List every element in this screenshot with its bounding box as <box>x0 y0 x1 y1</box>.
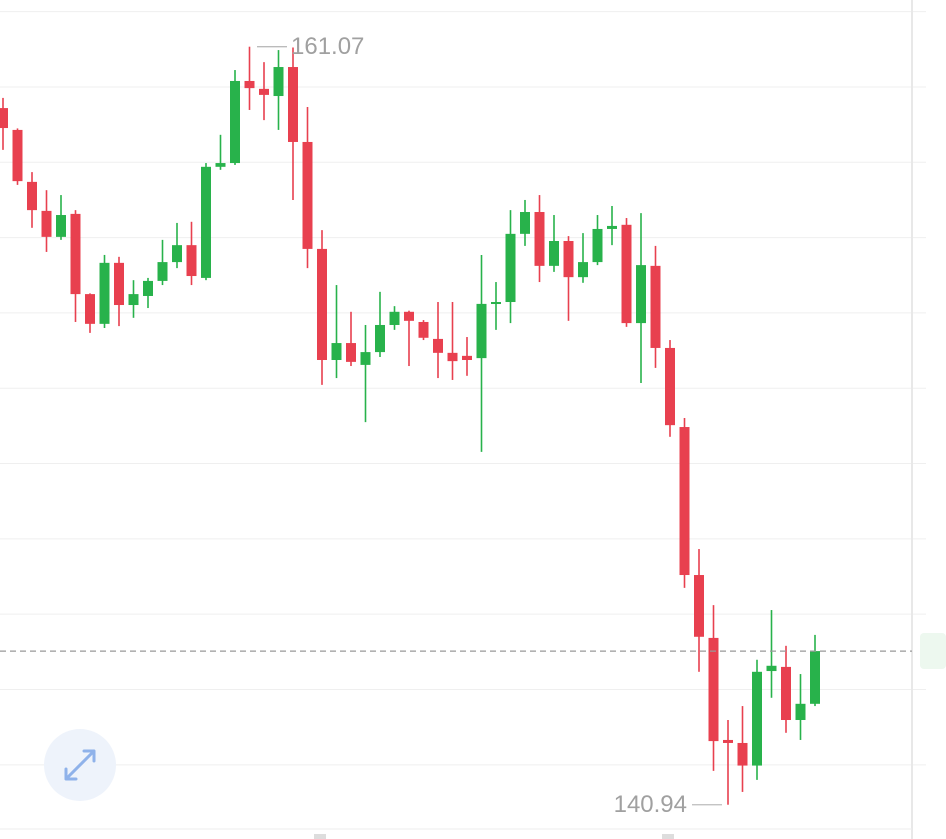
candle-body <box>288 67 298 142</box>
candle-body <box>665 347 675 426</box>
candle-body <box>462 355 472 361</box>
candle-body <box>418 321 429 338</box>
candle-body <box>114 262 124 306</box>
candle-body <box>56 215 66 237</box>
candle-body <box>360 352 371 365</box>
candle-body <box>520 212 530 234</box>
candle-body <box>172 245 182 263</box>
candle-body <box>621 224 632 324</box>
candle-body <box>389 311 400 325</box>
candle-body <box>766 665 777 672</box>
candle-body <box>346 343 356 362</box>
candle-body <box>273 67 284 97</box>
candle-body <box>85 294 95 324</box>
expand-button[interactable] <box>44 729 116 801</box>
candle-body <box>201 166 211 278</box>
candle-body <box>781 666 791 721</box>
low-marker-label: 140.94 <box>614 791 687 818</box>
candle-body <box>708 637 719 742</box>
candle-body <box>578 262 588 278</box>
candle-body <box>70 213 81 295</box>
candle-body <box>244 80 255 89</box>
candle-body <box>302 141 313 249</box>
candle-body <box>650 265 661 348</box>
candle-body <box>737 742 748 766</box>
candle-body <box>476 303 487 359</box>
candle-body <box>752 671 762 766</box>
candle-body <box>157 262 168 281</box>
candle-body <box>27 181 37 211</box>
candle-body <box>607 225 617 229</box>
price-tag <box>920 633 946 669</box>
candle-body <box>694 575 704 637</box>
candle-body <box>505 233 516 303</box>
candle-body <box>592 228 603 263</box>
candle-body <box>679 427 690 576</box>
candle-body <box>331 343 342 361</box>
candle-body <box>215 163 226 167</box>
candle-body <box>404 311 414 321</box>
candle-body <box>230 80 240 164</box>
candle-body <box>375 324 385 353</box>
candle-body <box>447 352 458 362</box>
candle-body <box>143 280 153 296</box>
candle-body <box>259 88 269 95</box>
candle-body <box>723 739 733 743</box>
candle-body <box>317 248 327 361</box>
candle-body <box>186 245 197 277</box>
candle-body <box>549 241 559 266</box>
x-tick <box>662 834 674 839</box>
expand-icon[interactable] <box>64 749 96 781</box>
candle-body <box>12 129 23 182</box>
candle-body <box>41 210 52 237</box>
candle-body <box>810 651 820 704</box>
candle-body <box>636 265 646 324</box>
candle-body <box>563 241 574 278</box>
candle-body <box>795 703 806 721</box>
x-tick <box>314 834 326 839</box>
candle-body <box>128 294 139 306</box>
candle-body <box>491 302 501 305</box>
candle-body <box>433 338 443 353</box>
candle-body <box>99 262 110 324</box>
candle-body <box>0 108 8 129</box>
high-marker-label: 161.07 <box>291 33 364 60</box>
candle-body <box>534 212 545 266</box>
